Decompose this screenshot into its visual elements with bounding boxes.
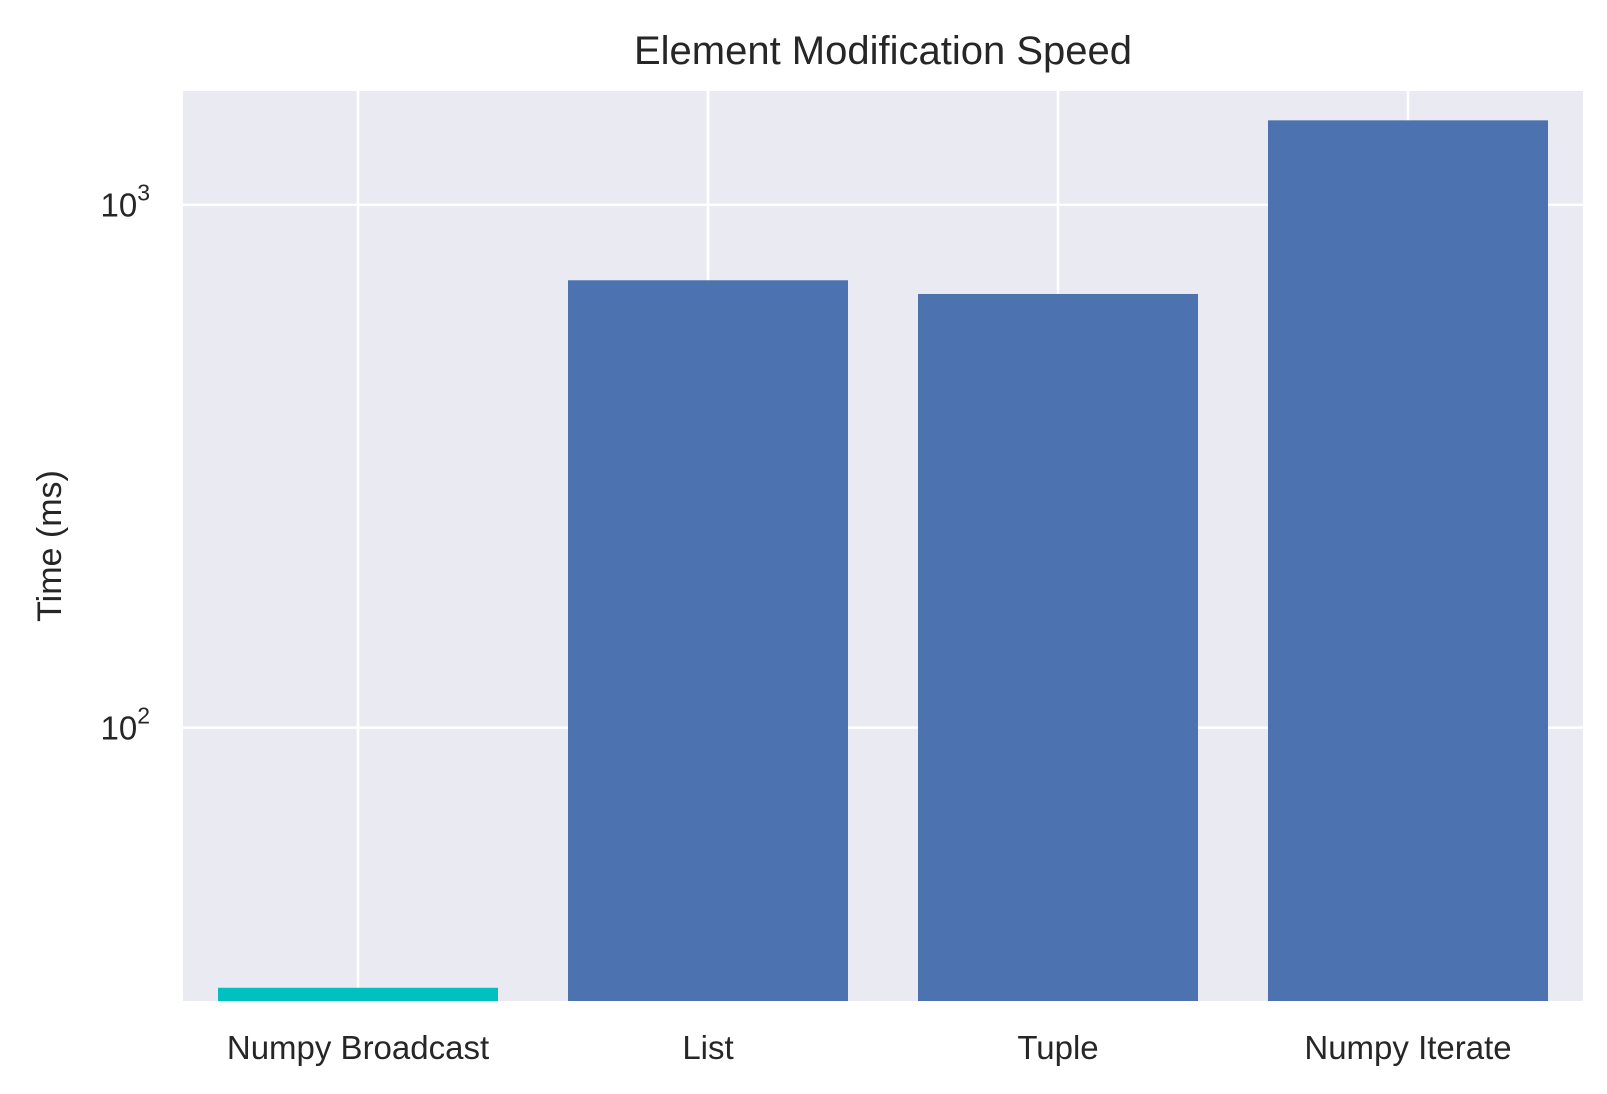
y-tick-labels: 102 103 <box>100 180 150 747</box>
bar-tuple <box>918 293 1198 1002</box>
chart-title: Element Modification Speed <box>634 29 1132 73</box>
bar-numpy-iterate <box>1268 120 1548 1002</box>
y-tick-label: 103 <box>100 180 150 224</box>
x-tick-label: List <box>682 1029 733 1066</box>
bar-list <box>568 280 848 1001</box>
x-tick-labels: Numpy Broadcast List Tuple Numpy Iterate <box>227 1029 1512 1066</box>
bars <box>218 120 1548 1002</box>
x-tick-label: Tuple <box>1017 1029 1098 1066</box>
y-axis-label: Time (ms) <box>31 470 69 622</box>
x-tick-label: Numpy Broadcast <box>227 1029 489 1066</box>
x-tick-label: Numpy Iterate <box>1304 1029 1511 1066</box>
y-tick-label: 102 <box>100 703 150 747</box>
bar-numpy-broadcast <box>218 987 498 1001</box>
